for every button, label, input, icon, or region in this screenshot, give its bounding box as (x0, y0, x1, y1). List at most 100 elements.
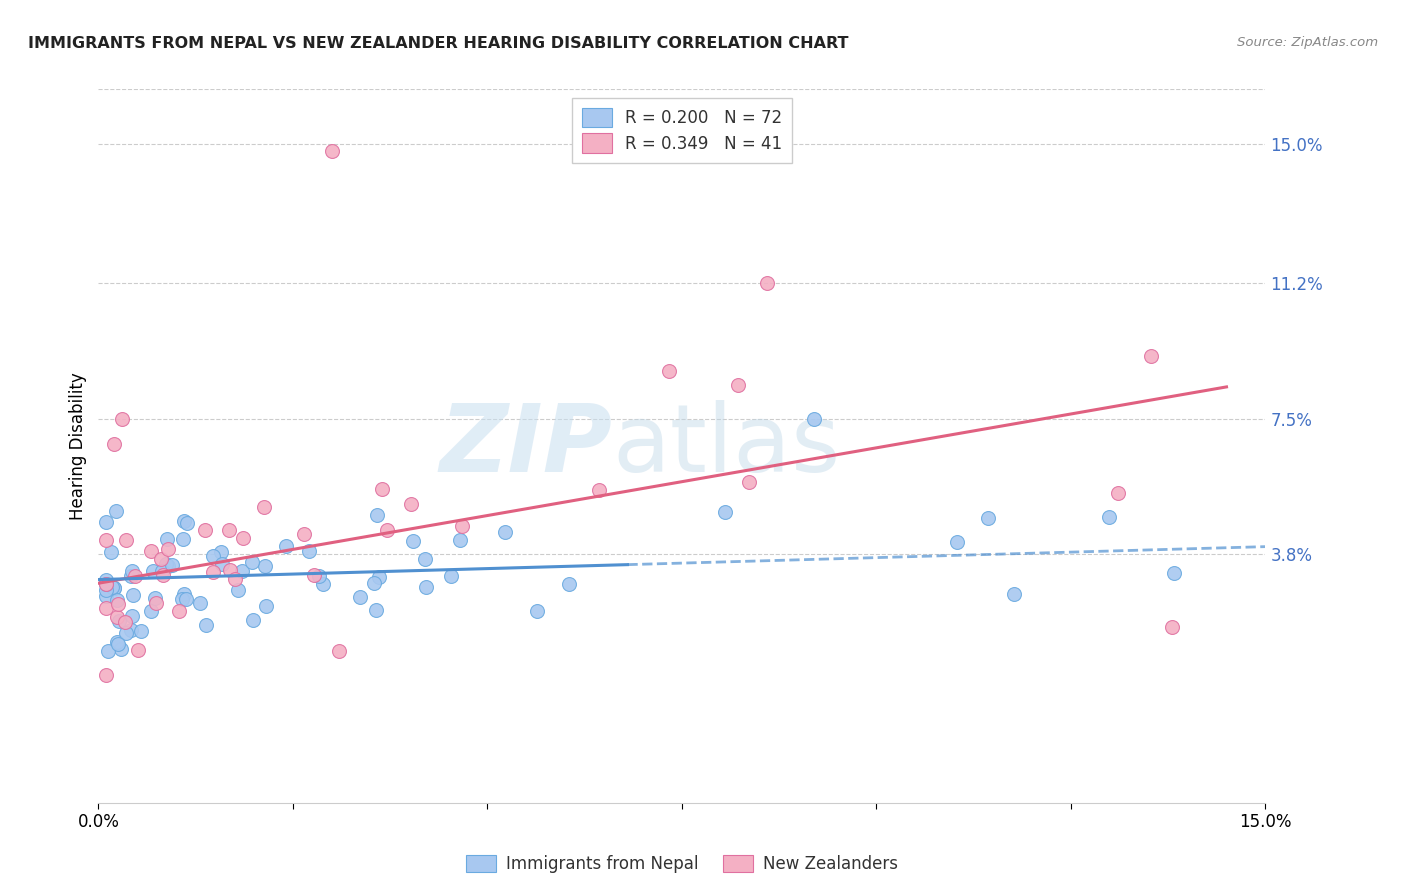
Point (298, 544, 321, 558)
Point (105, 635, 128, 649)
Text: IMMIGRANTS FROM NEPAL VS NEW ZEALANDER HEARING DISABILITY CORRELATION CHART: IMMIGRANTS FROM NEPAL VS NEW ZEALANDER H… (28, 36, 849, 51)
Point (526, 604, 548, 618)
Point (111, 411, 134, 425)
Point (96, 533, 118, 547)
Point (96, 577, 118, 591)
Point (150, 552, 173, 566)
Point (96, 600, 118, 615)
Point (107, 597, 129, 611)
Point (254, 599, 277, 613)
Point (1161, 620, 1184, 634)
Legend: Immigrants from Nepal, New Zealanders: Immigrants from Nepal, New Zealanders (458, 848, 905, 880)
Text: Source: ZipAtlas.com: Source: ZipAtlas.com (1237, 36, 1378, 49)
Point (226, 582, 249, 597)
Point (155, 557, 177, 571)
Point (96, 515, 118, 529)
Point (107, 636, 129, 650)
Point (738, 475, 761, 490)
Point (727, 377, 749, 392)
Point (162, 558, 184, 572)
Point (658, 364, 681, 378)
Point (142, 564, 165, 578)
Point (103, 581, 125, 595)
Point (558, 577, 581, 591)
Point (121, 564, 143, 578)
Point (156, 532, 179, 546)
Point (96, 573, 118, 587)
Point (588, 483, 610, 497)
Point (253, 500, 276, 514)
Point (308, 569, 330, 583)
Point (946, 535, 969, 549)
Point (201, 565, 224, 579)
Point (176, 516, 198, 531)
Point (1163, 566, 1185, 580)
Point (97, 644, 120, 658)
Point (121, 608, 143, 623)
Point (714, 505, 737, 519)
Point (232, 531, 254, 545)
Point (402, 533, 425, 548)
Point (103, 581, 125, 595)
Point (96, 582, 118, 597)
Point (976, 510, 998, 524)
Point (141, 543, 163, 558)
Point (1002, 587, 1025, 601)
Point (103, 437, 125, 451)
Point (803, 411, 825, 425)
Point (364, 603, 387, 617)
Point (156, 559, 179, 574)
Point (494, 525, 516, 540)
Point (1097, 510, 1119, 524)
Y-axis label: Hearing Disability: Hearing Disability (69, 372, 87, 520)
Point (141, 604, 163, 618)
Point (105, 610, 128, 624)
Point (127, 643, 149, 657)
Point (96, 667, 118, 681)
Point (188, 596, 211, 610)
Point (108, 614, 131, 628)
Point (172, 592, 194, 607)
Point (366, 508, 388, 523)
Point (124, 568, 146, 582)
Point (349, 590, 371, 604)
Point (371, 482, 394, 496)
Point (122, 589, 145, 603)
Point (104, 504, 127, 518)
Point (224, 572, 246, 586)
Point (449, 533, 471, 547)
Point (440, 569, 463, 583)
Text: ZIP: ZIP (439, 400, 612, 492)
Point (321, 145, 343, 159)
Point (756, 276, 779, 290)
Point (96, 576, 118, 591)
Point (167, 604, 190, 618)
Point (120, 624, 142, 638)
Point (242, 613, 264, 627)
Point (96, 590, 118, 604)
Point (368, 570, 391, 584)
Point (150, 565, 173, 579)
Point (415, 581, 437, 595)
Point (240, 555, 263, 569)
Point (276, 539, 298, 553)
Point (105, 592, 128, 607)
Point (413, 551, 436, 566)
Point (211, 557, 233, 571)
Text: atlas: atlas (612, 400, 841, 492)
Point (399, 497, 422, 511)
Point (363, 576, 385, 591)
Point (195, 618, 218, 632)
Point (202, 549, 225, 564)
Point (231, 565, 253, 579)
Point (172, 533, 194, 547)
Point (129, 624, 152, 638)
Point (152, 568, 174, 582)
Point (101, 581, 124, 595)
Point (1139, 349, 1161, 363)
Point (311, 577, 333, 591)
Point (110, 642, 132, 657)
Point (375, 524, 398, 538)
Point (450, 518, 472, 533)
Point (115, 533, 138, 547)
